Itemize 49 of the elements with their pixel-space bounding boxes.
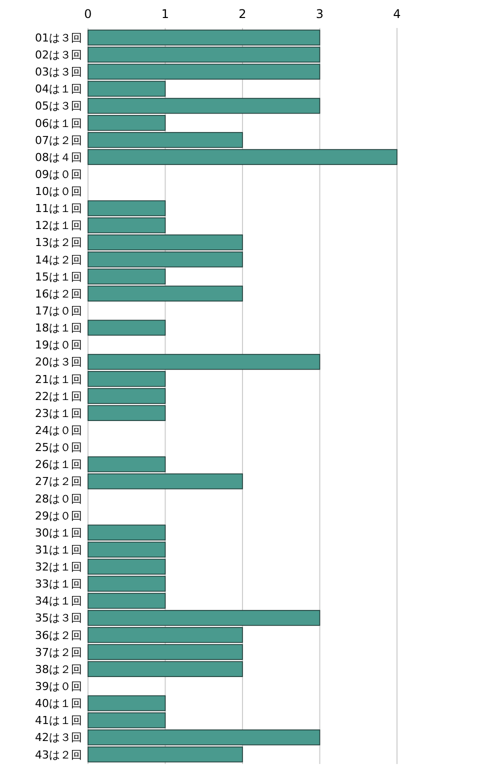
y-tick-label: 24は０回 xyxy=(35,424,82,437)
y-tick-label: 29は０回 xyxy=(35,509,82,522)
y-tick-label: 15は１回 xyxy=(35,270,82,284)
y-tick-label: 11は１回 xyxy=(35,202,82,216)
y-tick-label: 26は１回 xyxy=(35,458,82,472)
y-tick-label: 12は１回 xyxy=(35,219,82,232)
y-tick-label: 38は２回 xyxy=(35,662,82,676)
y-tick-label: 21は１回 xyxy=(35,372,82,386)
y-tick-label: 23は１回 xyxy=(35,406,82,420)
y-tick-label: 30は１回 xyxy=(35,526,82,540)
y-tick-label: 25は０回 xyxy=(35,441,82,454)
x-tick-label: 3 xyxy=(316,7,324,21)
y-tick-label: 20は３回 xyxy=(35,356,82,369)
y-tick-label: 32は１回 xyxy=(35,560,82,574)
y-tick-label: 40は１回 xyxy=(35,697,82,710)
y-tick-label: 01は３回 xyxy=(35,31,82,44)
y-tick-label: 19は０回 xyxy=(35,338,82,352)
y-tick-label: 34は１回 xyxy=(35,594,82,608)
y-tick-label: 43は２回 xyxy=(35,748,82,762)
y-tick-label: 37は２回 xyxy=(35,646,82,659)
y-tick-label: 02は３回 xyxy=(35,48,82,62)
y-tick-label: 08は４回 xyxy=(35,150,82,164)
y-tick-label: 33は１回 xyxy=(35,578,82,591)
y-tick-label: 27は２回 xyxy=(35,475,82,488)
y-tick-label: 07は２回 xyxy=(35,134,82,147)
y-tick-label: 16は２回 xyxy=(35,287,82,300)
x-tick-label: 2 xyxy=(238,7,246,21)
y-tick-label: 18は１回 xyxy=(35,322,82,335)
y-tick-label: 42は３回 xyxy=(35,731,82,744)
x-tick-label: 4 xyxy=(393,7,401,21)
y-tick-label: 09は０回 xyxy=(35,168,82,181)
x-tick-label: 0 xyxy=(84,7,92,21)
y-tick-label: 13は２回 xyxy=(35,236,82,250)
y-tick-label: 22は１回 xyxy=(35,390,82,403)
x-tick-label: 1 xyxy=(161,7,170,21)
y-tick-label: 39は０回 xyxy=(35,680,82,694)
y-tick-label: 05は３回 xyxy=(35,100,82,113)
y-tick-label: 17は０回 xyxy=(35,304,82,318)
y-tick-label: 36は２回 xyxy=(35,628,82,642)
y-tick-label: 06は１回 xyxy=(35,116,82,130)
y-tick-label: 03は３回 xyxy=(35,66,82,79)
y-tick-label: 31は１回 xyxy=(35,543,82,556)
y-tick-label: 14は２回 xyxy=(35,253,82,266)
y-tick-label: 10は０回 xyxy=(35,185,82,198)
bar xyxy=(88,320,166,336)
y-tick-label: 04は１回 xyxy=(35,82,82,96)
y-tick-label: 41は１回 xyxy=(35,714,82,728)
y-tick-label: 28は０回 xyxy=(35,492,82,506)
y-tick-label: 35は３回 xyxy=(35,612,82,625)
